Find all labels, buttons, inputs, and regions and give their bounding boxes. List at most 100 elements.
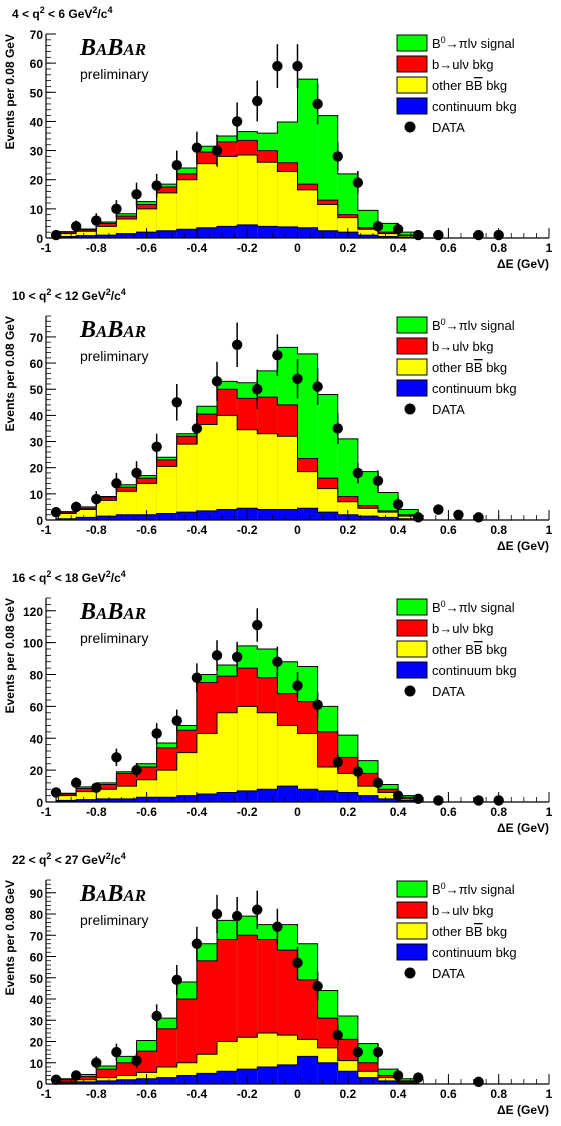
data-point [70, 501, 82, 513]
bar-continuum [297, 227, 318, 238]
data-point [473, 229, 484, 241]
y-tick-label: 40 [30, 115, 44, 129]
chart-title: 22 < q2 < 27 GeV2/c4 [12, 851, 126, 867]
title-part: < 18 GeV [51, 571, 105, 585]
bar-otherBB [257, 162, 278, 238]
title-sup: 2 [40, 5, 45, 15]
data-point [131, 1055, 142, 1066]
y-tick-label: 20 [30, 1036, 44, 1050]
data-point [272, 656, 283, 667]
data-point [372, 221, 384, 232]
legend-text: b→ulν bkg [432, 57, 493, 72]
x-tick-label: -1 [41, 241, 52, 255]
x-axis-label: ΔE (GeV) [497, 1103, 549, 1117]
data-point [332, 756, 343, 768]
data-point [231, 651, 243, 663]
logo-part: B [106, 35, 123, 61]
legend-label-continuum: continuum bkg [432, 945, 517, 960]
x-axis-label: ΔE (GeV) [497, 821, 549, 835]
bar-continuum [196, 1073, 218, 1084]
y-tick-label: 30 [30, 145, 44, 159]
legend-swatch-otherBB [396, 358, 428, 376]
data-point [231, 116, 243, 127]
logo-part: A [95, 886, 107, 905]
logo-part: B [79, 599, 96, 625]
data-point [413, 512, 424, 523]
y-tick-label: 70 [30, 28, 44, 42]
bar-continuum [96, 1080, 117, 1084]
legend-label-signal: B0→πlν signal [432, 599, 515, 615]
legend-swatch-signal [396, 34, 428, 52]
y-tick-label: 90 [30, 887, 44, 901]
x-tick-label: -0.8 [86, 241, 107, 255]
bar-continuum [257, 789, 278, 802]
bar-otherBB [56, 513, 77, 520]
x-tick-label: -0.8 [86, 805, 107, 819]
legend-text: B [432, 36, 441, 51]
data-point [252, 95, 263, 107]
title-part: 22 < q [12, 853, 46, 867]
bar-otherBB [237, 154, 258, 238]
legend-text: →πlν signal [446, 600, 515, 615]
bar-otherBB [377, 233, 399, 238]
bar-otherBB [176, 444, 197, 520]
bar-otherBB [116, 491, 137, 520]
title-part: /c [111, 571, 121, 585]
bar-otherBB [377, 792, 399, 802]
bar-otherBB [56, 233, 77, 238]
step-outline-continuum [55, 1055, 419, 1084]
preliminary-label: preliminary [80, 66, 148, 82]
title-part: /c [111, 853, 121, 867]
logo-part: B [79, 317, 96, 343]
title-sup: 4 [121, 569, 126, 579]
data-point [292, 373, 303, 384]
data-point [372, 1046, 384, 1058]
bar-otherBB [398, 516, 419, 520]
x-axis-label: ΔE (GeV) [497, 539, 549, 553]
data-point [372, 777, 384, 789]
bar-continuum [357, 235, 378, 238]
x-tick-label: 0.2 [339, 1087, 356, 1101]
bar-otherBB [76, 509, 97, 520]
legend-label-bulnu: b→ulν bkg [432, 57, 493, 72]
data-point [272, 60, 283, 72]
babar-logo: BABAR [79, 599, 146, 625]
logo-part: B [106, 599, 123, 625]
legend-text: bkg [483, 360, 508, 375]
data-point [352, 177, 364, 188]
x-tick-label: 0.6 [440, 241, 457, 255]
legend-label-otherBB: other BB bkg [432, 924, 507, 939]
y-tick-label: 40 [30, 409, 44, 423]
legend-text: other B [432, 78, 474, 93]
step-outline-continuum [55, 224, 419, 238]
bar-continuum [56, 800, 77, 802]
preliminary-label: preliminary [80, 630, 148, 646]
bar-continuum [257, 226, 278, 238]
bar-continuum [277, 786, 298, 802]
data-point [111, 478, 122, 489]
legend-label-data: DATA [432, 966, 465, 981]
y-tick-label: 60 [30, 951, 44, 965]
y-tick-label: 120 [23, 605, 43, 619]
x-tick-label: 1 [546, 805, 553, 819]
x-tick-label: 0.4 [390, 805, 407, 819]
bar-continuum [317, 790, 338, 802]
legend-swatch-continuum [396, 661, 428, 679]
y-tick-label: 50 [30, 972, 44, 986]
bar-continuum [297, 789, 318, 802]
x-tick-label: 0.4 [390, 1087, 407, 1101]
bar-otherBB [377, 512, 399, 520]
data-point [352, 766, 364, 777]
legend-label-continuum: continuum bkg [432, 381, 517, 396]
title-part: 10 < q [12, 289, 46, 303]
title-part: < 12 GeV [51, 289, 105, 303]
bar-continuum [176, 512, 197, 520]
data-point [211, 650, 223, 661]
step-outline-continuum [55, 507, 419, 520]
data-point [111, 1046, 122, 1058]
bar-bulnu [196, 960, 218, 1084]
legend-swatch-bulnu [396, 619, 428, 637]
data-point [392, 499, 404, 510]
legend-bar-b: B [474, 924, 483, 939]
